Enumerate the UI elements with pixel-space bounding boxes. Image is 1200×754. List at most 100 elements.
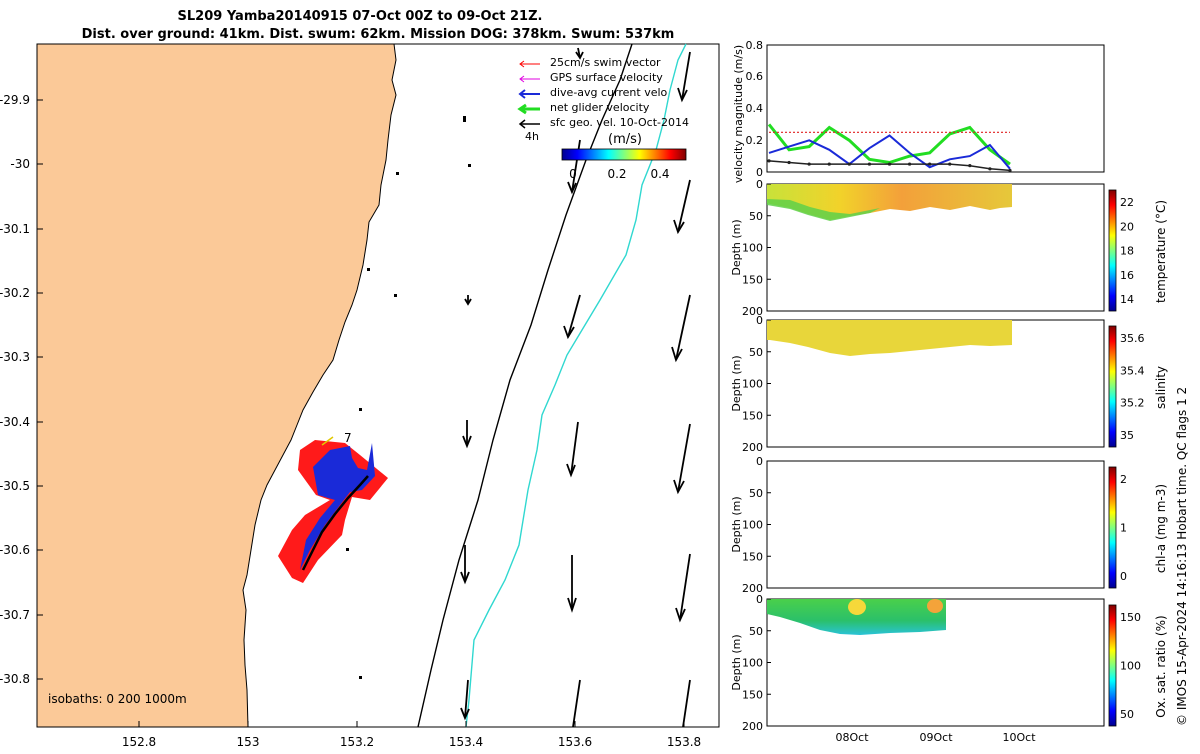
series-point (928, 162, 932, 166)
depth-y-tick: 150 (742, 688, 763, 701)
map-y-tick: -30.1 (0, 222, 30, 236)
coastal-features (346, 116, 471, 679)
temperature-section (767, 184, 1012, 220)
series-point (988, 167, 992, 171)
colorbar-tick: 150 (1120, 611, 1141, 624)
depth-colorbar (1108, 604, 1117, 727)
series-point (867, 162, 872, 166)
oxygen-section (767, 599, 946, 635)
depth-y-tick: 50 (749, 487, 763, 500)
depth-colorbar (1108, 189, 1117, 312)
oxygen-panel (766, 598, 1105, 727)
legend-gps: GPS surface velocity (550, 71, 663, 84)
colorbar-label: salinity (1154, 366, 1168, 409)
colorbar-tick: 20 (1120, 220, 1134, 233)
velocity-y-tick: 0.2 (746, 134, 764, 147)
land (37, 44, 397, 727)
colorbar-tick: 1 (1120, 522, 1127, 535)
map-y-tick: -29.9 (0, 93, 30, 107)
colorbar-tick: 35 (1120, 429, 1134, 442)
time-tick: 09Oct (919, 731, 953, 744)
velocity-y-ticks: 0 0.2 0.4 0.6 0.8 (746, 39, 764, 179)
time-tick: 08Oct (835, 731, 869, 744)
depth-y-tick: 50 (749, 210, 763, 223)
depth-y-tick: 200 (742, 441, 763, 454)
map-y-tick: -30.7 (0, 608, 30, 622)
glider-start-segment (321, 436, 334, 446)
velocity-y-tick: 0.4 (746, 102, 764, 115)
depth-ylabel: Depth (m) (730, 355, 743, 411)
series-point (787, 160, 791, 165)
depth-y-tick: 100 (742, 519, 763, 532)
chla-frame (766, 460, 1105, 589)
depth-y-tick: 0 (756, 455, 763, 468)
velocity-ylabel: velocity magnitude (m/s) (732, 45, 745, 183)
depth-y-tick: 50 (749, 346, 763, 359)
colorbar-tick: 2 (1120, 473, 1127, 486)
depth-y-tick: 100 (742, 242, 763, 255)
map-x-tick: 153 (237, 735, 260, 749)
series-point (968, 164, 972, 168)
colorbar-tick-0: 0 (569, 167, 577, 181)
series-point (1008, 168, 1012, 173)
map-y-tick: -30.5 (0, 479, 30, 493)
map-x-tick: 153.6 (558, 735, 592, 749)
depth-y-tick: 200 (742, 582, 763, 595)
depth-y-tick: 200 (742, 720, 763, 733)
depth-y-tick: 150 (742, 409, 763, 422)
depth-colorbar (1108, 325, 1117, 448)
map-frame (36, 43, 720, 728)
colorbar-tick: 0 (1120, 570, 1127, 583)
map-x-tick: 152.8 (122, 735, 156, 749)
isobath-200 (417, 43, 633, 728)
series-point (887, 162, 892, 166)
series-point (907, 162, 912, 166)
depth-y-tick: 200 (742, 305, 763, 318)
map-y-tick: -30.6 (0, 543, 30, 557)
depth-y-tick: 0 (756, 178, 763, 191)
colorbar-tick: 35.6 (1120, 332, 1145, 345)
colorbar-tick: 35.2 (1120, 397, 1145, 410)
colorbar-tick: 35.4 (1120, 364, 1145, 377)
velocity-series (767, 123, 1012, 173)
series-line-1 (768, 134, 1011, 170)
time-tick: 10Oct (1002, 731, 1036, 744)
glider-current-vectors (300, 443, 375, 570)
depth-ylabel: Depth (m) (730, 634, 743, 690)
depth-ylabel: Depth (m) (730, 219, 743, 275)
colorbar-tick: 22 (1120, 196, 1134, 209)
legend-4h: 4h (525, 130, 539, 143)
isobath-1000 (465, 43, 687, 728)
depth-y-tick: 0 (756, 314, 763, 327)
legend-current: dive-avg current velo (550, 86, 668, 99)
map-panel: 7 (0, 43, 720, 749)
oxygen-hotspot (848, 599, 866, 615)
legend-swim: 25cm/s swim vector (550, 56, 661, 69)
temperature-panel (766, 183, 1105, 312)
velocity-frame (766, 44, 1105, 173)
series-point (827, 162, 831, 166)
map-x-tick: 153.2 (340, 735, 374, 749)
velocity-y-tick: 0.6 (746, 70, 764, 83)
depth-colorbar (1108, 466, 1117, 589)
colorbar-tick: 14 (1120, 293, 1134, 306)
depth-ylabel: Depth (m) (730, 496, 743, 552)
map-x-ticks: 152.8 153 153.2 153.4 153.6 153.8 (122, 735, 701, 749)
depth-y-tick: 100 (742, 378, 763, 391)
series-point (767, 159, 771, 163)
chla-panel (766, 460, 1105, 589)
map-y-tick: -30.4 (0, 415, 30, 429)
colorbar-tick: 16 (1120, 269, 1134, 282)
map-y-tick: -30.8 (0, 672, 30, 686)
legend-net: net glider velocity (550, 101, 650, 114)
colorbar-title: (m/s) (608, 132, 642, 147)
map-y-tick: -30.2 (0, 286, 30, 300)
depth-y-tick: 150 (742, 273, 763, 286)
map-y-tick-marks (37, 99, 685, 727)
series-point (948, 162, 952, 166)
footer-credit: © IMOS 15-Apr-2024 14:16:13 Hobart time.… (1175, 387, 1189, 726)
colorbar-tick-1: 0.2 (607, 167, 626, 181)
map-colorbar (561, 148, 687, 161)
